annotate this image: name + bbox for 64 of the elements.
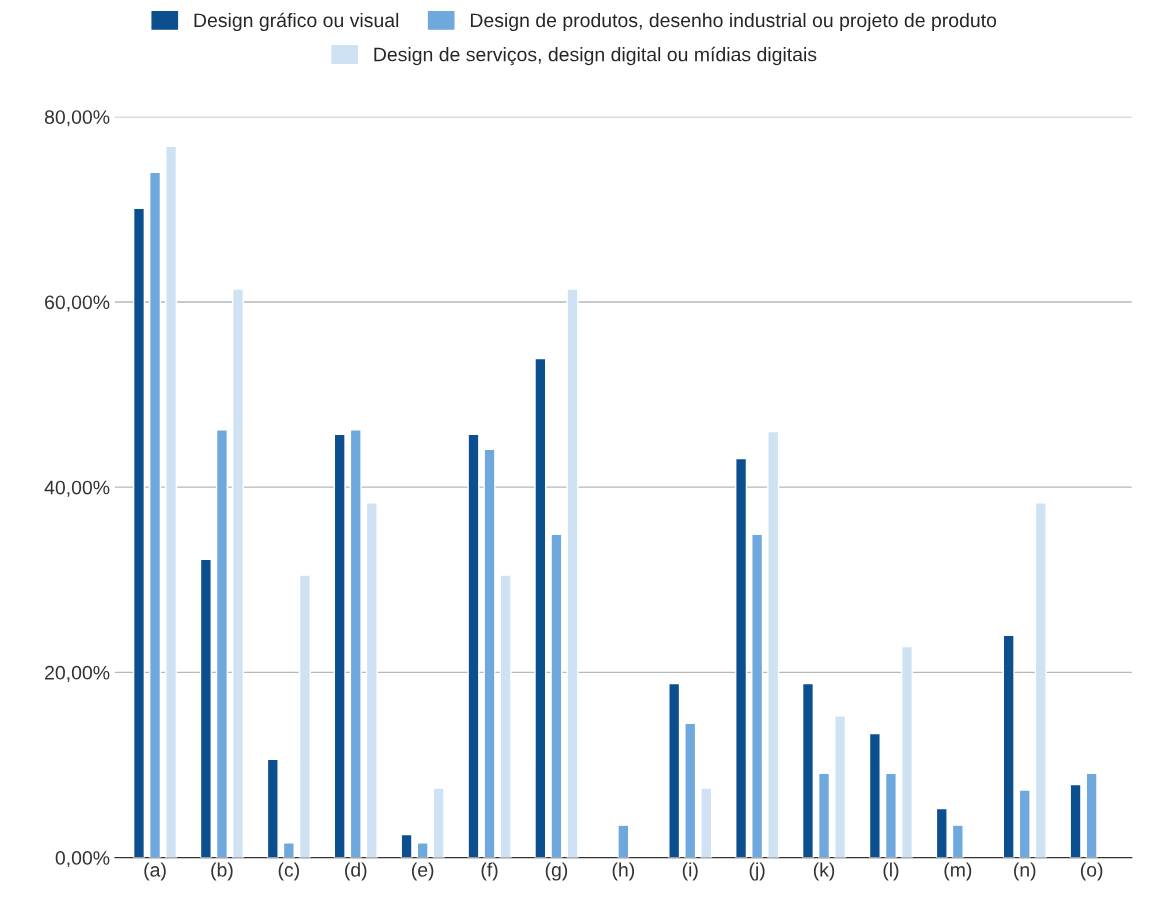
- x-tick-label: (l): [883, 862, 899, 881]
- bar: [951, 824, 964, 858]
- bar: [467, 433, 480, 858]
- bar: [282, 842, 295, 858]
- x-tick-label: (k): [813, 862, 835, 881]
- bar: [499, 574, 512, 858]
- x-tick-label: (m): [944, 862, 972, 881]
- bar: [868, 732, 881, 858]
- bar: [199, 558, 212, 858]
- y-tick-label: 40,00%: [44, 480, 110, 497]
- bar: [400, 833, 413, 858]
- bar: [884, 772, 897, 858]
- legend-label: Design gráfico ou visual: [194, 12, 399, 32]
- bar: [700, 787, 713, 858]
- legend-label: Design de produtos, desenho industrial ou projeto de produto: [470, 12, 997, 32]
- bar: [1069, 783, 1082, 858]
- x-tick-label: (b): [211, 862, 233, 881]
- bar: [668, 682, 681, 858]
- bar: [148, 171, 162, 858]
- bar: [566, 288, 579, 858]
- bar: [534, 357, 547, 858]
- bar: [684, 722, 697, 858]
- bar: [550, 533, 563, 858]
- y-tick-label: 80,00%: [44, 110, 110, 127]
- bar: [735, 457, 748, 858]
- bar: [132, 207, 146, 858]
- bar: [617, 824, 630, 858]
- x-tick-label: (n): [1014, 862, 1036, 881]
- bar: [333, 433, 346, 858]
- bar: [298, 574, 311, 858]
- bar: [483, 448, 496, 858]
- bar: [215, 429, 228, 858]
- bar: [416, 842, 429, 858]
- x-tick-label: (e): [411, 862, 434, 881]
- x-tick-label: (o): [1080, 862, 1103, 881]
- legend-label: Design de serviços, design digital ou mídias digitais: [374, 46, 817, 66]
- bar: [1034, 502, 1047, 858]
- bar: [365, 502, 378, 858]
- x-tick-label: (a): [144, 862, 166, 881]
- x-tick-label: (d): [345, 862, 367, 881]
- x-tick-label: (c): [278, 862, 299, 881]
- bar: [165, 145, 178, 858]
- bar: [767, 430, 780, 858]
- bar: [751, 533, 764, 858]
- bar: [1018, 789, 1031, 858]
- bar: [1002, 634, 1015, 858]
- bar: [817, 772, 831, 858]
- y-tick-label: 0,00%: [55, 851, 110, 868]
- y-tick-label: 60,00%: [45, 295, 110, 312]
- bar: [801, 682, 815, 858]
- x-tick-label: (f): [481, 862, 498, 881]
- bar: [935, 807, 948, 858]
- x-tick-label: (g): [545, 862, 568, 881]
- bar: [266, 758, 279, 858]
- bar: [834, 715, 847, 858]
- bar: [900, 645, 914, 858]
- x-tick-label: (h): [612, 862, 635, 881]
- x-tick-label: (j): [749, 862, 765, 881]
- bar: [1085, 772, 1098, 858]
- bar: [349, 429, 362, 858]
- x-tick-label: (i): [682, 862, 698, 881]
- bar: [231, 288, 245, 858]
- bar: [432, 787, 445, 858]
- y-tick-label: 20,00%: [45, 665, 110, 682]
